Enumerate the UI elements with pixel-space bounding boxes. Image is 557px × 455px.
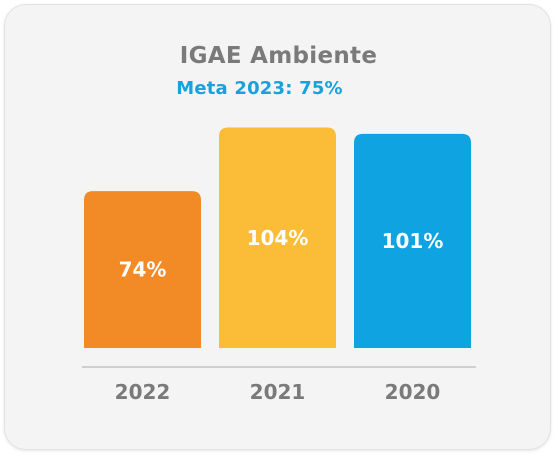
bar-value-label-2022: 74% <box>119 258 167 282</box>
chart-subtitle: Meta 2023: 75% <box>176 78 343 99</box>
bar-2020 <box>354 133 471 348</box>
bar-2021 <box>219 127 336 349</box>
chart-title: IGAE Ambiente <box>179 43 378 69</box>
x-tick-labels: 2022 2021 2020 <box>115 380 441 404</box>
bars-group: 74% 104% 101% <box>84 127 471 349</box>
bar-value-label-2021: 104% <box>247 226 309 250</box>
x-tick-label-2021: 2021 <box>250 380 306 404</box>
bar-value-label-2020: 101% <box>382 229 444 253</box>
x-tick-label-2022: 2022 <box>115 380 171 404</box>
bar-2022 <box>84 191 201 348</box>
x-tick-label-2020: 2020 <box>385 380 441 404</box>
